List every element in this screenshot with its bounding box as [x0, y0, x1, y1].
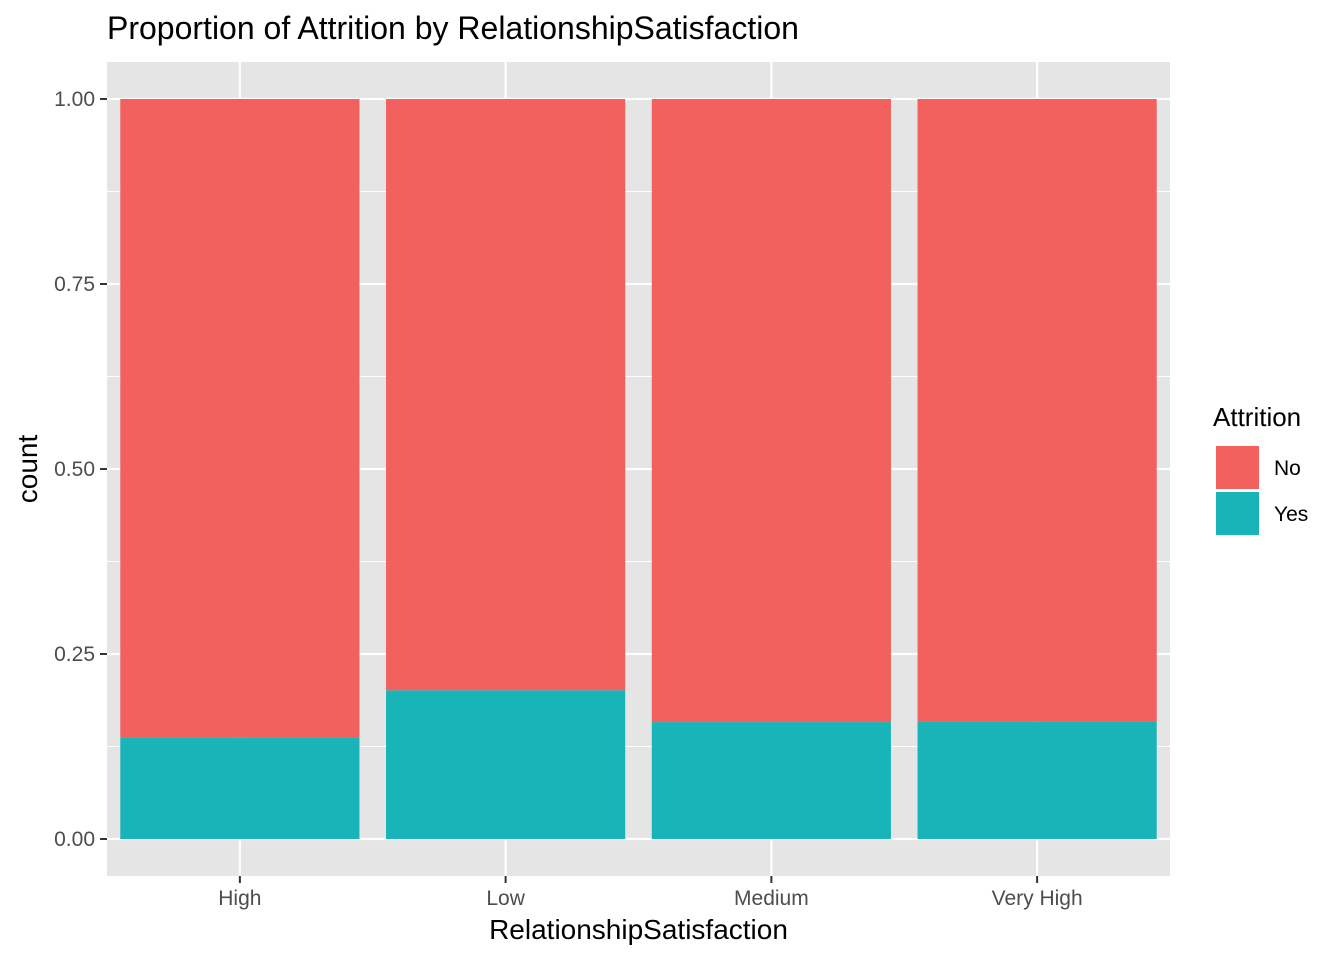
bar-low-no — [386, 99, 626, 691]
bars — [120, 99, 1157, 839]
y-tick-label: 0.50 — [54, 458, 95, 481]
bar-very-high-yes — [917, 721, 1157, 839]
y-tick-label: 0.75 — [54, 273, 95, 296]
bar-medium-no — [651, 99, 891, 723]
legend-swatch-no — [1216, 446, 1259, 489]
bar-low-yes — [386, 690, 626, 839]
legend-label-yes: Yes — [1274, 503, 1308, 526]
legend-label-no: No — [1274, 457, 1301, 480]
y-tick-label: 0.25 — [54, 643, 95, 666]
legend: Attrition No Yes — [1213, 402, 1308, 535]
y-tick-label: 0.00 — [54, 828, 95, 851]
bar-very-high-no — [917, 99, 1157, 722]
bar-medium-yes — [651, 722, 891, 839]
y-tick-label: 1.00 — [54, 88, 95, 111]
x-tick-label: Low — [486, 887, 525, 910]
bar-high-no — [120, 99, 360, 738]
chart-title: Proportion of Attrition by RelationshipS… — [107, 10, 799, 46]
legend-swatch-yes — [1216, 492, 1259, 535]
legend-title: Attrition — [1213, 402, 1301, 432]
legend-items: No Yes — [1216, 446, 1308, 535]
axes: 0.00 0.25 0.50 0.75 1.00 High Low Medium Very Hi… — [54, 88, 1083, 910]
x-tick-label: Very High — [992, 887, 1083, 910]
x-tick-label: Medium — [734, 887, 809, 910]
y-axis-title: count — [12, 435, 43, 504]
x-tick-label: High — [218, 887, 261, 910]
x-axis-title: RelationshipSatisfaction — [489, 914, 788, 945]
bar-high-yes — [120, 737, 360, 839]
